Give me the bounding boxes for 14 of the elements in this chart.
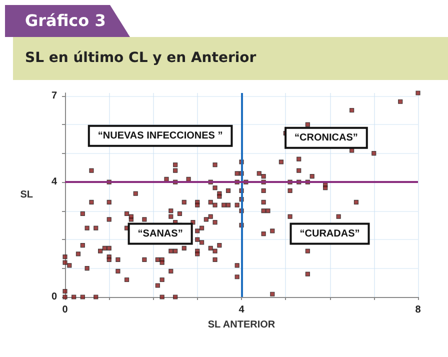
annotation: “NUEVAS INFECCIONES ” [98, 130, 223, 142]
annotation: “CURADAS” [300, 228, 360, 240]
x-tick-label: 4 [238, 304, 245, 316]
y-tick-label: 0 [51, 292, 58, 302]
annotation: “CRONICAS” [294, 132, 358, 144]
y-tick-label: 4 [51, 176, 58, 188]
chart-subtitle: SL en último CL y en Anterior [13, 37, 448, 80]
x-tick-label: 8 [415, 304, 422, 316]
chart-title: Gráfico 3 [5, 5, 130, 37]
y-tick-label: 7 [51, 90, 58, 102]
x-tick-label: 0 [62, 304, 68, 316]
x-axis-title: SL ANTERIOR [208, 319, 276, 330]
y-axis-title: SL [20, 190, 33, 200]
annotation: “SANAS” [138, 228, 183, 240]
